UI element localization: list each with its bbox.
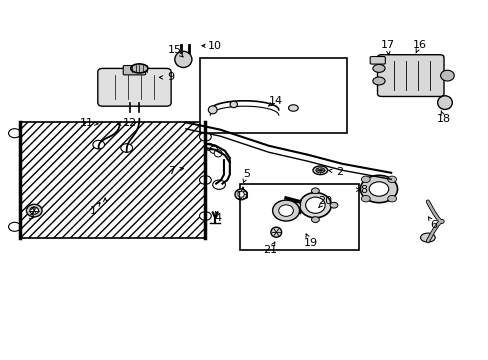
Circle shape: [199, 132, 211, 141]
Text: 6: 6: [429, 220, 436, 230]
Text: 12: 12: [122, 118, 136, 128]
Ellipse shape: [440, 70, 453, 81]
Ellipse shape: [270, 227, 281, 237]
Ellipse shape: [272, 200, 299, 221]
Text: 1: 1: [89, 206, 96, 216]
Circle shape: [199, 176, 211, 184]
Text: 5: 5: [243, 168, 250, 179]
Bar: [20, 122, 205, 238]
Ellipse shape: [311, 217, 319, 222]
Text: 15: 15: [168, 45, 182, 55]
Ellipse shape: [312, 166, 327, 175]
Ellipse shape: [315, 168, 324, 173]
Text: 4: 4: [214, 213, 221, 223]
Text: 13: 13: [236, 191, 249, 201]
Text: 10: 10: [208, 41, 222, 51]
Text: 16: 16: [412, 40, 426, 50]
Text: 18: 18: [436, 114, 450, 124]
Ellipse shape: [372, 77, 384, 85]
Text: 9: 9: [167, 72, 174, 82]
Ellipse shape: [209, 146, 217, 153]
Text: 21: 21: [263, 245, 277, 255]
Circle shape: [212, 180, 225, 189]
Text: 20: 20: [318, 196, 331, 206]
Ellipse shape: [8, 222, 20, 231]
Ellipse shape: [292, 202, 300, 208]
Ellipse shape: [131, 64, 148, 73]
Ellipse shape: [229, 101, 237, 108]
FancyBboxPatch shape: [377, 55, 443, 96]
Circle shape: [387, 195, 396, 202]
Ellipse shape: [288, 105, 298, 111]
Ellipse shape: [237, 192, 244, 197]
Ellipse shape: [214, 150, 222, 157]
Ellipse shape: [372, 64, 384, 72]
Circle shape: [121, 144, 132, 152]
FancyBboxPatch shape: [98, 68, 171, 106]
Ellipse shape: [30, 207, 39, 214]
Ellipse shape: [305, 197, 325, 213]
Ellipse shape: [311, 188, 319, 194]
Ellipse shape: [299, 193, 331, 218]
Ellipse shape: [278, 205, 293, 216]
Ellipse shape: [234, 189, 247, 200]
Text: 8: 8: [360, 185, 367, 195]
Circle shape: [361, 195, 369, 202]
Circle shape: [93, 140, 104, 149]
Text: 19: 19: [303, 238, 317, 248]
FancyBboxPatch shape: [369, 57, 385, 64]
Ellipse shape: [208, 106, 217, 114]
Text: 2: 2: [336, 167, 343, 177]
Bar: [239, 184, 359, 250]
Circle shape: [360, 175, 397, 203]
Ellipse shape: [329, 202, 337, 208]
Text: 17: 17: [380, 40, 394, 50]
Ellipse shape: [8, 129, 20, 138]
Circle shape: [361, 176, 369, 183]
Text: 14: 14: [269, 96, 283, 106]
Text: 11: 11: [80, 118, 94, 128]
Ellipse shape: [26, 204, 42, 217]
Ellipse shape: [175, 51, 191, 68]
Text: 3: 3: [27, 211, 34, 221]
Circle shape: [199, 212, 211, 220]
Circle shape: [387, 176, 396, 183]
Ellipse shape: [437, 96, 451, 109]
Ellipse shape: [420, 233, 434, 242]
Ellipse shape: [205, 143, 213, 150]
Circle shape: [368, 182, 388, 196]
Text: 7: 7: [168, 166, 175, 176]
FancyBboxPatch shape: [123, 66, 145, 75]
Bar: [200, 58, 346, 133]
